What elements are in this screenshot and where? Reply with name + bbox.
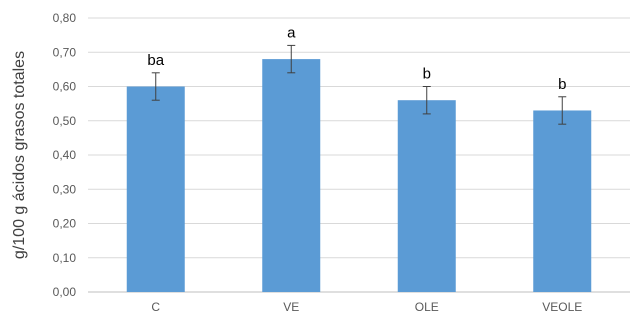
significance-label: b bbox=[423, 66, 431, 83]
y-tick-label: 0,10 bbox=[53, 251, 77, 265]
error-bar bbox=[422, 86, 431, 115]
bar-ole bbox=[397, 100, 456, 292]
x-axis-ticks: C VE OLE VEOLE bbox=[151, 300, 582, 314]
y-tick-label: 0,60 bbox=[53, 80, 77, 94]
bars bbox=[126, 59, 592, 292]
y-tick-label: 0,40 bbox=[53, 148, 77, 162]
significance-label: a bbox=[287, 24, 296, 41]
error-bars bbox=[151, 44, 567, 125]
y-axis-ticks: 0,00 0,10 0,20 0,30 0,40 0,50 0,60 0,70 0,80 bbox=[53, 11, 77, 299]
bar-c bbox=[126, 86, 185, 292]
y-axis-label: g/100 g ácidos grasos totales bbox=[11, 51, 28, 259]
significance-label: b bbox=[558, 76, 566, 93]
x-tick-label: OLE bbox=[415, 300, 439, 314]
bar-veole bbox=[533, 110, 592, 292]
y-tick-label: 0,00 bbox=[53, 285, 77, 299]
significance-labels: ba a b b bbox=[147, 24, 566, 92]
x-tick-label: VEOLE bbox=[542, 300, 582, 314]
x-tick-label: VE bbox=[283, 300, 299, 314]
y-tick-label: 0,20 bbox=[53, 217, 77, 231]
bar-ve bbox=[262, 59, 321, 292]
error-bar bbox=[151, 72, 160, 101]
y-tick-label: 0,50 bbox=[53, 114, 77, 128]
significance-label: ba bbox=[147, 52, 164, 69]
y-tick-label: 0,70 bbox=[53, 45, 77, 59]
x-tick-label: C bbox=[151, 300, 160, 314]
error-bar bbox=[287, 44, 296, 74]
y-tick-label: 0,30 bbox=[53, 182, 77, 196]
error-bar bbox=[558, 96, 567, 125]
y-tick-label: 0,80 bbox=[53, 11, 77, 25]
